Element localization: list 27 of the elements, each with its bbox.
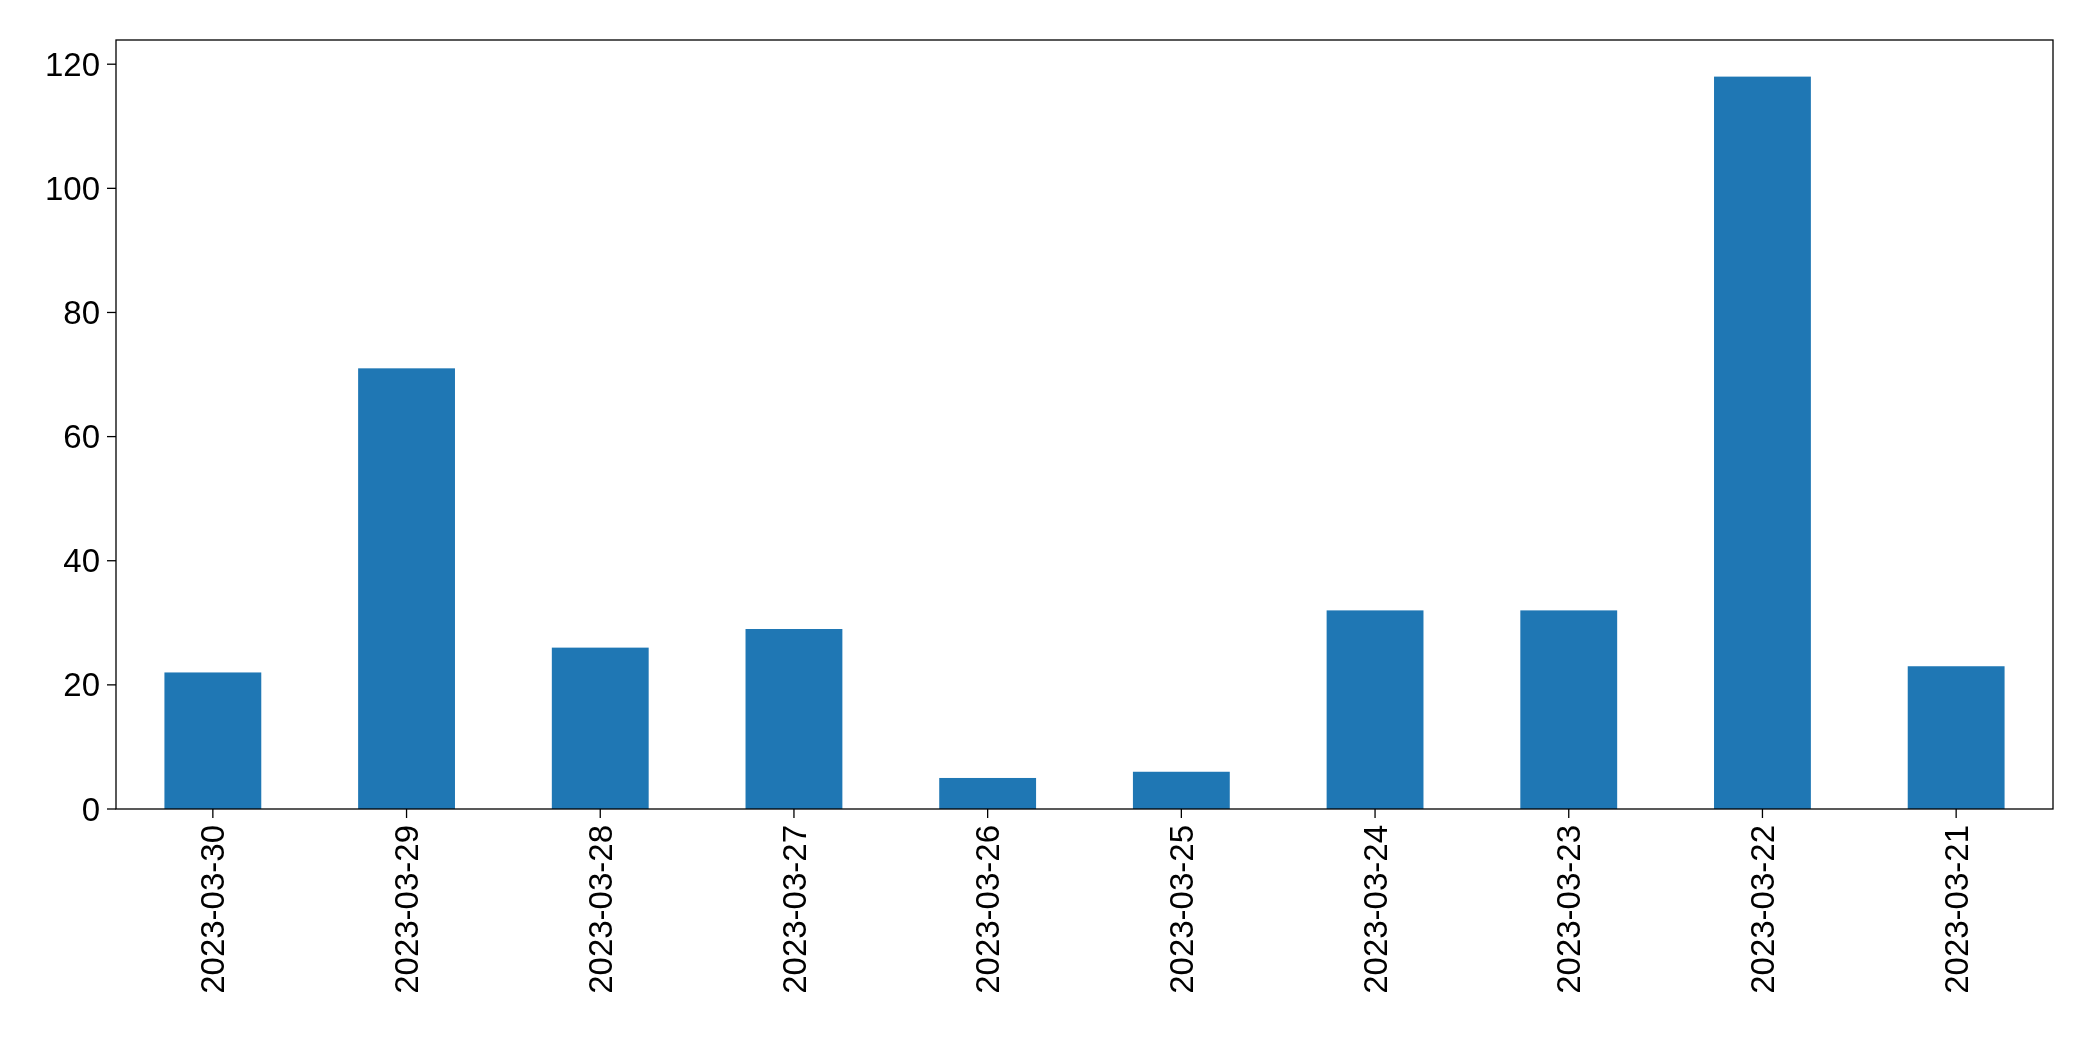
bar: [1132, 771, 1230, 809]
x-tick-label: 2023-03-30: [194, 825, 232, 994]
y-tick-label: 120: [44, 45, 100, 83]
y-tick-label: 0: [81, 790, 100, 828]
x-tick-label: 2023-03-22: [1744, 825, 1781, 994]
y-tick-label: 100: [44, 169, 100, 207]
y-tick-label: 20: [63, 666, 100, 704]
x-tick-label: 2023-03-25: [1162, 825, 1200, 994]
bar: [358, 368, 455, 809]
x-tick-label: 2023-03-26: [969, 825, 1007, 994]
bar: [939, 777, 1037, 809]
bar: [1326, 610, 1424, 809]
bar: [1714, 76, 1811, 809]
x-tick-label: 2023-03-28: [581, 825, 619, 994]
x-tick-label: 2023-03-23: [1550, 825, 1588, 994]
bar: [1520, 610, 1618, 809]
bar: [551, 647, 649, 809]
y-tick-label: 60: [63, 418, 100, 456]
y-tick-label: 40: [63, 542, 100, 580]
y-tick-label: 80: [63, 294, 100, 332]
bar: [1907, 666, 2005, 809]
x-tick-label: 2023-03-29: [388, 825, 426, 994]
x-tick-label: 2023-03-24: [1356, 825, 1394, 994]
bar: [745, 629, 843, 809]
x-tick-label: 2023-03-27: [775, 825, 813, 994]
x-tick-label: 2023-03-21: [1937, 825, 1975, 994]
bar: [164, 672, 262, 809]
